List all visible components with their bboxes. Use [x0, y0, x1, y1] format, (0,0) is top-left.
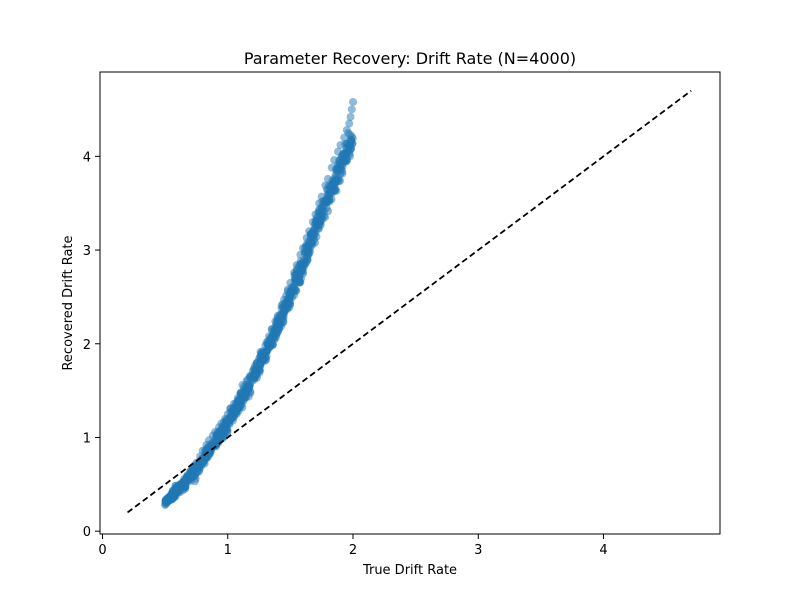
scatter-points	[161, 97, 358, 509]
x-tick-label: 4	[599, 543, 607, 558]
scatter-point	[332, 186, 341, 195]
y-tick-label: 4	[83, 150, 91, 165]
scatter-point	[166, 494, 175, 503]
x-tick-label: 2	[349, 543, 357, 558]
scatter-point	[161, 499, 170, 508]
scatter-point	[179, 477, 188, 486]
scatter-point	[345, 150, 354, 159]
scatter-point	[226, 408, 235, 417]
scatter-point	[347, 105, 356, 114]
identity-line	[127, 90, 692, 514]
x-tick-label: 3	[474, 543, 482, 558]
scatter-point	[273, 316, 282, 325]
axes: 0 1 2 3 4 0 1 2 3 4	[83, 71, 721, 558]
scatter-point	[333, 164, 342, 173]
scatter-point	[291, 275, 300, 284]
scatter-point	[245, 383, 254, 392]
scatter-point	[173, 487, 182, 496]
y-tick-label: 0	[83, 525, 91, 540]
scatter-point	[278, 310, 287, 319]
scatter-point	[349, 97, 358, 106]
scatter-point	[336, 157, 345, 166]
x-tick-label: 0	[98, 543, 106, 558]
scatter-point	[267, 336, 276, 345]
scatter-point	[315, 204, 324, 213]
scatter-point	[266, 342, 275, 351]
x-tick-label: 1	[224, 543, 232, 558]
scatter-point	[306, 229, 315, 238]
scatter-point	[251, 364, 260, 373]
chart-title: Parameter Recovery: Drift Rate (N=4000)	[244, 49, 576, 68]
scatter-point	[345, 143, 354, 152]
scatter-point	[238, 381, 247, 390]
identity-line-layer	[127, 90, 692, 514]
scatter-point	[241, 393, 250, 402]
plot-frame	[99, 71, 721, 535]
y-axis-label: Recovered Drift Rate	[61, 235, 76, 370]
y-tick-label: 2	[83, 338, 91, 353]
scatter-point	[185, 471, 194, 480]
scatter-point	[313, 219, 322, 228]
scatter-point	[304, 249, 313, 258]
scatter-point	[325, 188, 334, 197]
scatter-point	[288, 283, 297, 292]
scatter-point	[318, 197, 327, 206]
scatter-point	[345, 119, 354, 128]
y-tick-label: 1	[83, 431, 91, 446]
scatter-point	[346, 130, 355, 139]
scatter-point	[257, 350, 265, 359]
scatter-point	[238, 403, 247, 412]
scatter-point	[286, 290, 295, 299]
y-tick-label: 3	[83, 244, 91, 259]
scatter-point	[274, 324, 283, 333]
scatter-point	[346, 112, 355, 121]
x-axis-label: True Drift Rate	[362, 563, 457, 578]
scatter-point	[282, 298, 291, 307]
scatter-point	[310, 238, 319, 247]
scatter-point	[217, 431, 226, 440]
scatter-point	[304, 237, 313, 246]
scatter-point	[326, 181, 335, 190]
scatter-point	[338, 150, 347, 159]
scatter-point	[296, 257, 305, 266]
scatter-point	[223, 417, 232, 426]
